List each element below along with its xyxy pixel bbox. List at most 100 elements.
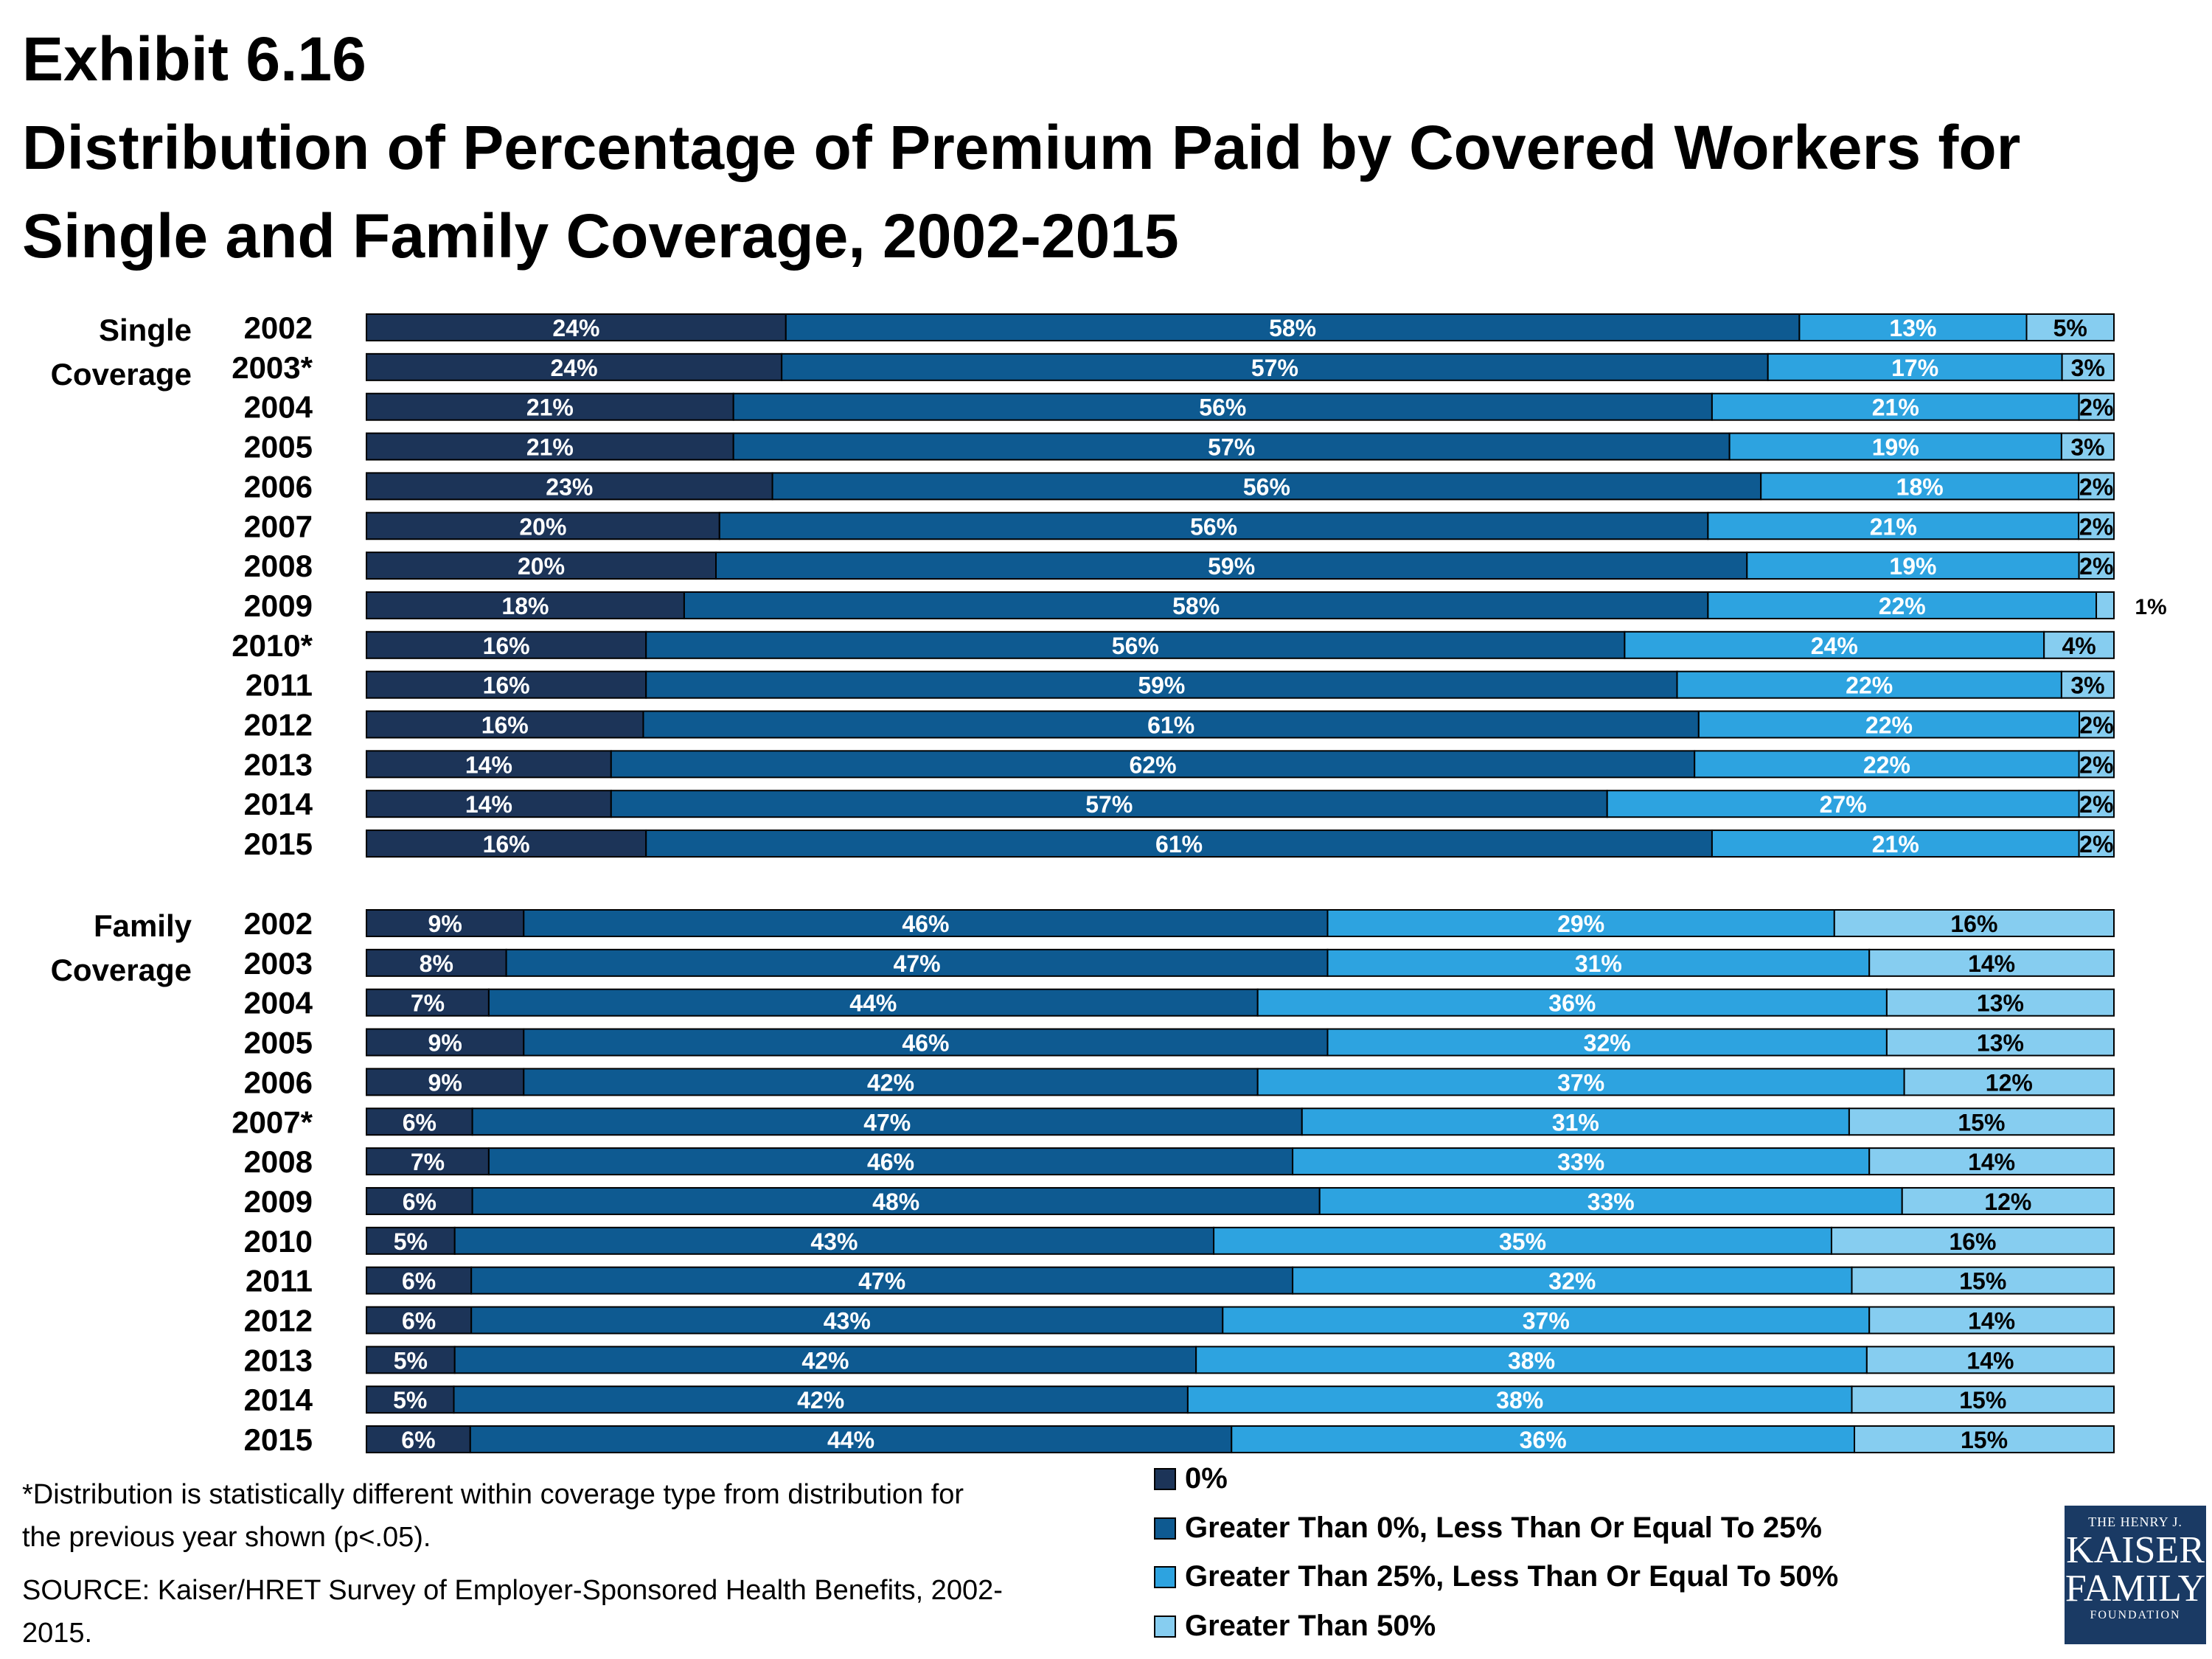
year-label: 2014 <box>244 787 313 821</box>
bar-segment <box>523 1028 1329 1057</box>
bar-segment <box>1868 948 2115 977</box>
data-label: 19% <box>1889 553 1936 580</box>
data-label: 6% <box>402 1268 436 1295</box>
data-label: 56% <box>1190 513 1237 540</box>
legend-swatch-gt50 <box>1154 1615 1176 1638</box>
year-label: 2004 <box>244 390 313 425</box>
data-label: 22% <box>1863 751 1910 778</box>
data-label: 37% <box>1523 1308 1570 1335</box>
bar-segment <box>683 591 1709 619</box>
data-label: 20% <box>519 513 566 540</box>
data-label: 7% <box>411 1149 445 1175</box>
data-label: 6% <box>401 1427 435 1453</box>
data-label: 21% <box>1870 513 1917 540</box>
data-label: 15% <box>1961 1427 2008 1453</box>
data-label: 14% <box>465 791 512 818</box>
bar-segment <box>771 472 1762 501</box>
data-label: 38% <box>1496 1387 1543 1413</box>
year-label: 2002 <box>244 310 313 345</box>
data-label: 2% <box>2079 513 2113 540</box>
data-label: 31% <box>1552 1109 1599 1135</box>
data-label: 16% <box>1949 1228 1996 1255</box>
data-label: 8% <box>420 950 453 977</box>
bar-segment <box>366 552 717 580</box>
kff-logo: THE HENRY J. KAISER FAMILY FOUNDATION <box>2065 1506 2206 1644</box>
bar-segment <box>505 948 1329 977</box>
data-label: 6% <box>402 1308 436 1335</box>
year-label: 2006 <box>244 1065 313 1099</box>
bar-segment <box>453 1226 1215 1255</box>
data-label: 12% <box>1986 1069 2033 1096</box>
data-label: 13% <box>1977 1030 2024 1057</box>
year-label: 2011 <box>246 668 313 703</box>
data-label: 22% <box>1865 712 1913 739</box>
bar-segment <box>718 512 1709 540</box>
data-label: 5% <box>394 1347 428 1374</box>
bar-segment <box>1256 988 1888 1017</box>
data-label: 21% <box>1872 394 1919 421</box>
data-label: 6% <box>403 1109 437 1135</box>
bar-segment <box>366 1425 471 1454</box>
bar-segment <box>1326 909 1835 937</box>
data-label: 19% <box>1872 434 1919 461</box>
legend-swatch-zero <box>1154 1468 1176 1490</box>
data-label: 23% <box>546 473 593 500</box>
data-label: 57% <box>1251 355 1298 381</box>
data-label: 33% <box>1587 1189 1635 1215</box>
data-label: 2% <box>2079 791 2113 818</box>
data-label: 16% <box>483 672 530 699</box>
data-label: 22% <box>1846 672 1893 699</box>
data-label: 57% <box>1208 434 1255 461</box>
bar-segment <box>1885 1028 2115 1057</box>
year-label: 2006 <box>244 469 313 504</box>
data-label: 58% <box>1269 315 1316 341</box>
bar-segment <box>1868 1306 2115 1335</box>
bar-segment <box>487 1147 1294 1176</box>
data-label: 46% <box>902 1030 949 1057</box>
data-label: 14% <box>465 751 512 778</box>
legend-item-zero: 0% <box>1154 1456 1891 1500</box>
data-label: 43% <box>810 1228 858 1255</box>
year-label: 2003 <box>244 946 313 981</box>
bar-segment <box>471 1186 1321 1215</box>
bar-segment <box>2079 710 2115 739</box>
data-label: 47% <box>894 950 941 977</box>
legend-label-zero: 0% <box>1185 1462 1228 1495</box>
stacked-bar-chart: Single Coverage 2002 24% 58% 13% 5% 2003* 24% 57%… <box>51 310 2167 1457</box>
data-label: 1% <box>2135 595 2166 619</box>
bar-segment <box>366 670 647 699</box>
bar-segment <box>366 1385 455 1414</box>
bar-segment <box>366 790 612 818</box>
bar-segment <box>2078 790 2115 818</box>
data-label: 42% <box>797 1387 844 1413</box>
data-label: 6% <box>403 1189 437 1215</box>
data-label: 44% <box>849 990 897 1017</box>
data-label: 48% <box>872 1189 919 1215</box>
data-label: 2% <box>2079 751 2113 778</box>
data-label: 3% <box>2071 355 2105 381</box>
data-label: 14% <box>1968 1308 2015 1335</box>
bar-segment <box>2096 591 2115 619</box>
year-label: 2003* <box>232 350 313 385</box>
data-label: 24% <box>1811 633 1858 659</box>
data-label: 15% <box>1959 1387 2006 1413</box>
year-label: 2012 <box>244 708 313 742</box>
bar-segment <box>1694 750 2080 779</box>
bar-segment <box>366 710 644 739</box>
bar-segment <box>2061 352 2115 381</box>
data-label: 27% <box>1820 791 1867 818</box>
year-label: 2007* <box>232 1105 313 1139</box>
year-label: 2013 <box>244 747 313 782</box>
bar-segment <box>1851 1266 2115 1295</box>
data-label: 3% <box>2070 434 2104 461</box>
bar-segment <box>2078 512 2115 540</box>
data-label: 42% <box>867 1069 914 1096</box>
bar-segment <box>366 1186 473 1215</box>
data-label: 61% <box>1147 712 1194 739</box>
data-label: 5% <box>393 1387 427 1413</box>
data-label: 7% <box>411 990 445 1017</box>
data-label: 62% <box>1129 751 1176 778</box>
bar-segment <box>366 750 612 779</box>
data-label: 13% <box>1977 990 2024 1017</box>
data-label: 14% <box>1968 1149 2015 1175</box>
